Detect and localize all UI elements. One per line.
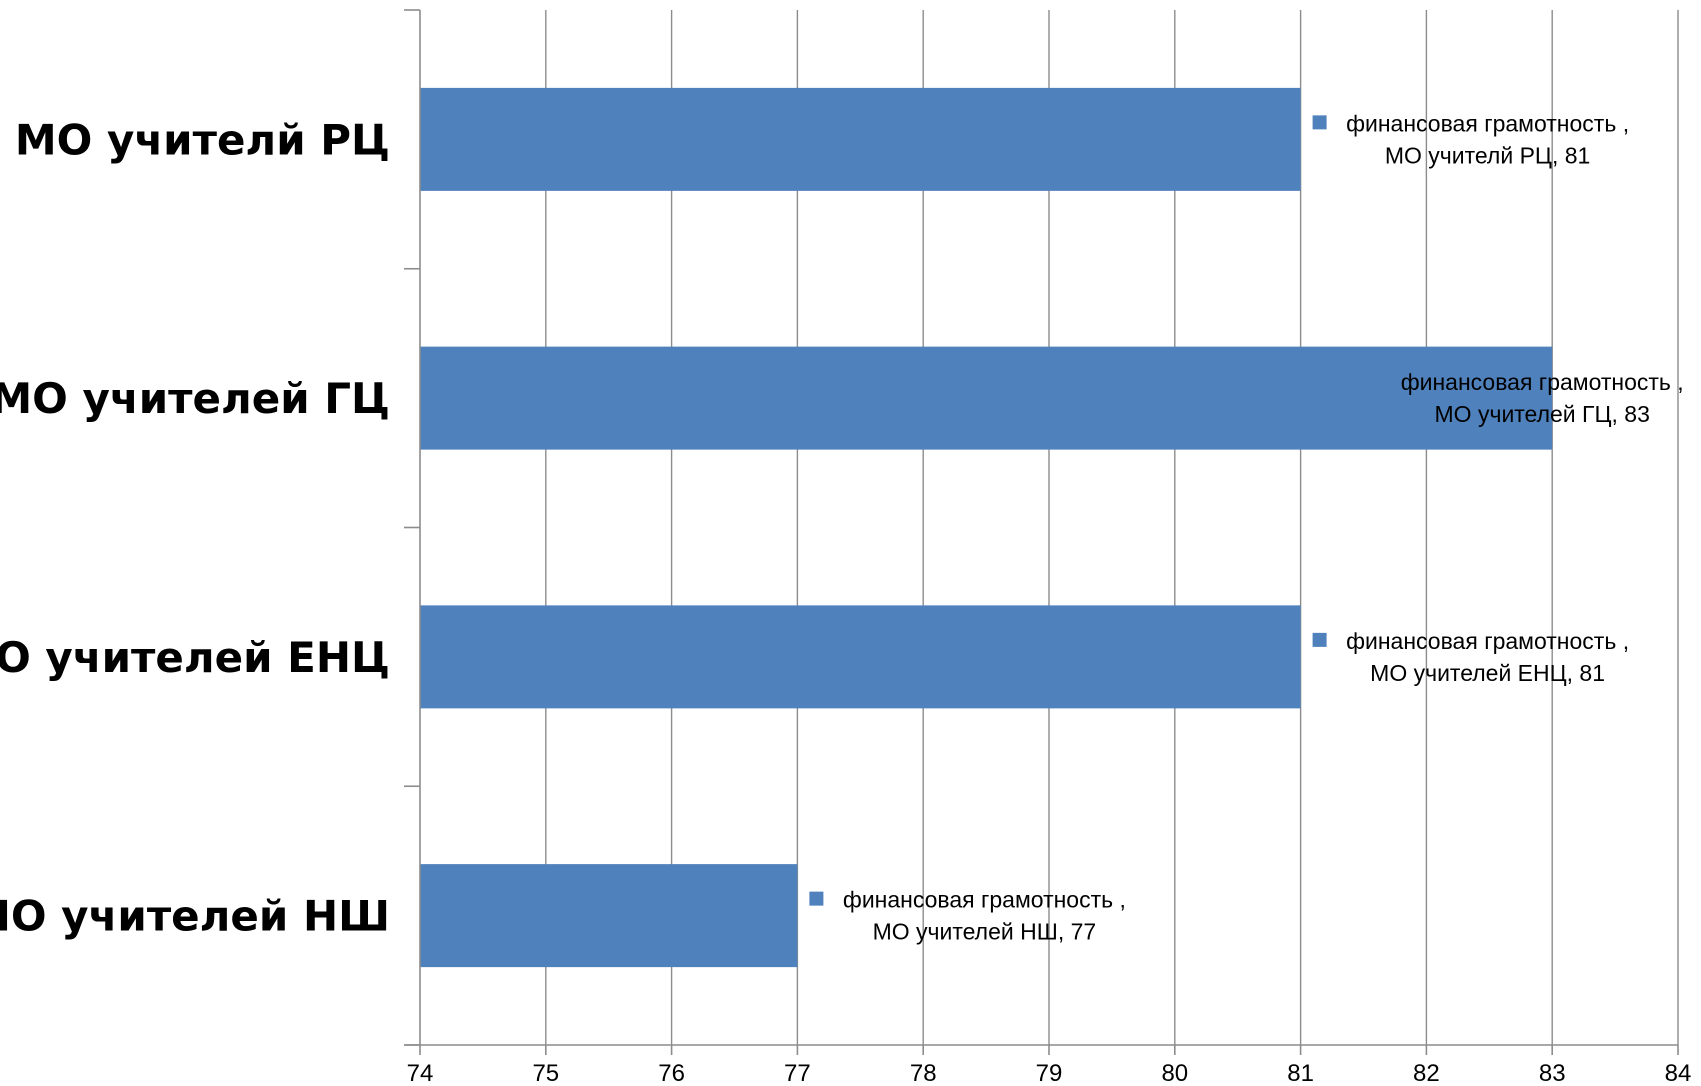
category-label: МО учителей ГЦ	[0, 374, 390, 423]
label-layer: МО учителей НШ финансовая грамотность , МО…	[0, 110, 1691, 1086]
x-tick-label: 78	[910, 1060, 937, 1086]
x-tick-label: 74	[407, 1060, 434, 1086]
data-label-line1: финансовая грамотность ,	[843, 887, 1126, 913]
data-label-line2: МО учителей НШ, 77	[873, 919, 1097, 945]
bar-layer	[420, 87, 1553, 968]
category-label: МО учителей НШ	[0, 892, 390, 941]
axis-layer	[404, 9, 1679, 1055]
x-tick-label: 79	[1036, 1060, 1063, 1086]
data-label-key-icon	[1312, 115, 1327, 130]
x-tick-label: 81	[1287, 1060, 1314, 1086]
data-label-key-icon	[1312, 632, 1327, 647]
category-label: МО учителей ЕНЦ	[0, 633, 390, 682]
data-label-line1: финансовая грамотность ,	[1401, 369, 1684, 395]
x-tick-label: 84	[1665, 1060, 1692, 1086]
bar	[420, 346, 1553, 450]
x-tick-label: 77	[784, 1060, 811, 1086]
data-label-line1: финансовая грамотность ,	[1346, 110, 1629, 136]
data-label-line2: МО учителй РЦ, 81	[1385, 142, 1590, 168]
data-label-line2: МО учителей ЕНЦ, 81	[1370, 660, 1605, 686]
x-tick-label: 76	[658, 1060, 685, 1086]
x-tick-label: 83	[1539, 1060, 1566, 1086]
bar	[420, 87, 1301, 191]
x-tick-label: 75	[532, 1060, 559, 1086]
bar	[420, 864, 798, 968]
category-label: МО учителй РЦ	[15, 115, 390, 164]
bar	[420, 605, 1301, 709]
data-label-key-icon	[809, 891, 824, 906]
x-tick-label: 80	[1161, 1060, 1188, 1086]
x-tick-label: 82	[1413, 1060, 1440, 1086]
data-label-line2: МО учителей ГЦ, 83	[1435, 401, 1650, 427]
data-label-line1: финансовая грамотность ,	[1346, 628, 1629, 654]
